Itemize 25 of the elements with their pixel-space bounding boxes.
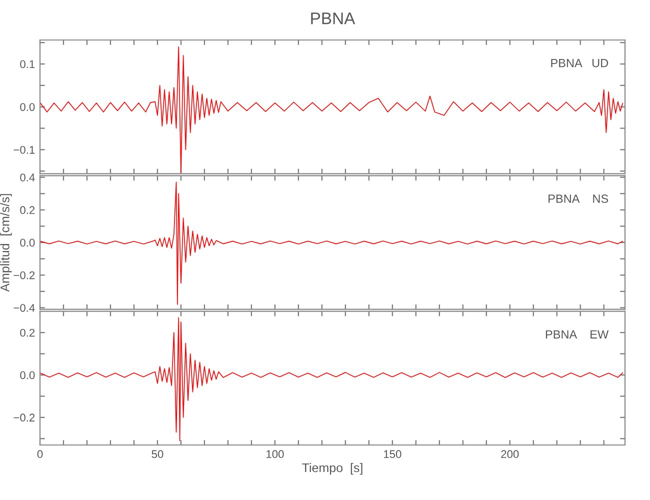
- y-tick-label: −0.2: [14, 414, 35, 422]
- x-axis-title: Tiempo [s]: [302, 462, 362, 475]
- y-tick-label: −0.1: [14, 146, 35, 154]
- x-tick-label: 50: [152, 450, 164, 458]
- line-series: [40, 182, 624, 305]
- y-tick-label: 0.4: [20, 174, 35, 182]
- x-tick-label: 100: [266, 450, 284, 458]
- y-tick-label: 0.0: [20, 103, 35, 111]
- annotation: PBNA UD: [551, 58, 608, 68]
- y-tick-label: 0.2: [20, 328, 35, 337]
- y-tick-label: 0.0: [20, 238, 35, 247]
- y-tick-label: 0.1: [20, 60, 35, 68]
- annotation: PBNA EW: [546, 330, 609, 338]
- y-tick-label: 0.2: [20, 206, 35, 214]
- chart-title: PBNA: [311, 12, 356, 24]
- y-tick-label: −0.2: [14, 271, 35, 280]
- line-series: [40, 317, 624, 442]
- y-tick-label: −0.4: [14, 304, 35, 312]
- x-tick-label: 0: [37, 450, 43, 458]
- y-axis-title: Amplitud [cm/s/s]: [0, 194, 12, 292]
- y-tick-label: 0.0: [20, 371, 35, 380]
- x-tick-label: 150: [384, 450, 402, 458]
- annotation: PBNA NS: [548, 194, 608, 203]
- line-series: [40, 46, 624, 174]
- x-tick-label: 200: [501, 450, 519, 458]
